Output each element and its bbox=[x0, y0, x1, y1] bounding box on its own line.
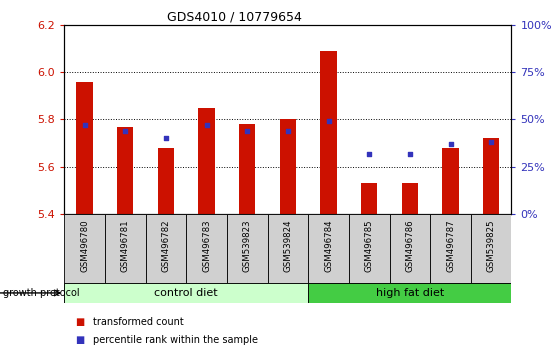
Point bbox=[243, 128, 252, 134]
Point bbox=[405, 151, 414, 156]
Bar bbox=[280, 120, 296, 214]
Point bbox=[446, 141, 455, 147]
Text: GSM539824: GSM539824 bbox=[283, 219, 292, 272]
Text: GSM539823: GSM539823 bbox=[243, 219, 252, 272]
Bar bbox=[471, 214, 511, 283]
Text: percentile rank within the sample: percentile rank within the sample bbox=[93, 335, 258, 345]
Text: ■: ■ bbox=[75, 317, 85, 327]
Point bbox=[487, 139, 496, 145]
Text: GSM496787: GSM496787 bbox=[446, 219, 455, 272]
Point bbox=[324, 119, 333, 124]
Bar bbox=[158, 148, 174, 214]
Text: high fat diet: high fat diet bbox=[376, 288, 444, 298]
Bar bbox=[308, 214, 349, 283]
Bar bbox=[227, 214, 268, 283]
Text: GSM496785: GSM496785 bbox=[364, 219, 374, 272]
Text: GSM496783: GSM496783 bbox=[202, 219, 211, 272]
Bar bbox=[320, 51, 337, 214]
Bar bbox=[105, 214, 145, 283]
Point bbox=[162, 136, 170, 141]
Bar bbox=[390, 214, 430, 283]
Text: GSM496781: GSM496781 bbox=[121, 219, 130, 272]
Bar bbox=[483, 138, 499, 214]
Bar bbox=[117, 127, 134, 214]
Point bbox=[283, 128, 292, 134]
Text: GSM496782: GSM496782 bbox=[162, 219, 170, 272]
Point bbox=[80, 122, 89, 128]
Bar bbox=[186, 214, 227, 283]
Text: GSM496780: GSM496780 bbox=[80, 219, 89, 272]
Point bbox=[121, 128, 130, 134]
Text: GSM496786: GSM496786 bbox=[405, 219, 414, 272]
Bar bbox=[308, 283, 511, 303]
Bar bbox=[64, 283, 308, 303]
Bar bbox=[77, 82, 93, 214]
Bar bbox=[361, 183, 377, 214]
Bar bbox=[402, 183, 418, 214]
Text: GSM539825: GSM539825 bbox=[487, 219, 496, 272]
Bar bbox=[198, 108, 215, 214]
Text: GSM496784: GSM496784 bbox=[324, 219, 333, 272]
Bar bbox=[64, 214, 105, 283]
Text: growth protocol: growth protocol bbox=[3, 288, 79, 298]
Bar bbox=[268, 214, 308, 283]
Text: control diet: control diet bbox=[154, 288, 218, 298]
Bar bbox=[430, 214, 471, 283]
Point bbox=[364, 151, 373, 156]
Bar bbox=[442, 148, 458, 214]
Bar bbox=[145, 214, 186, 283]
Bar bbox=[239, 124, 255, 214]
Text: GDS4010 / 10779654: GDS4010 / 10779654 bbox=[167, 11, 302, 24]
Text: ■: ■ bbox=[75, 335, 85, 345]
Text: transformed count: transformed count bbox=[93, 317, 184, 327]
Point bbox=[202, 122, 211, 128]
Bar bbox=[349, 214, 390, 283]
